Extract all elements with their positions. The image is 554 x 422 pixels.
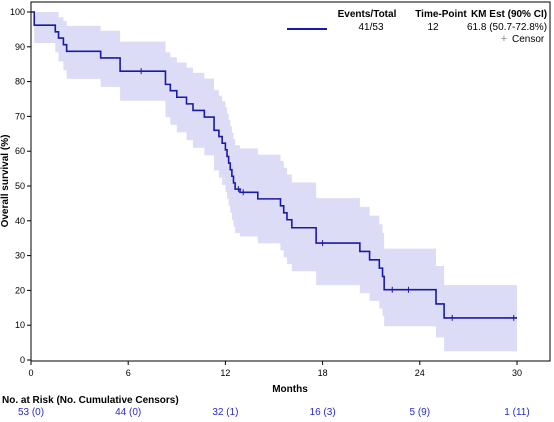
censor-mark xyxy=(319,240,326,247)
plot-frame xyxy=(30,1,551,362)
y-tick-label: 90 xyxy=(15,42,25,52)
risk-table-value: 1 (11) xyxy=(504,407,530,418)
y-axis-title: Overall survival (%) xyxy=(0,135,11,228)
y-tick-label: 70 xyxy=(15,111,25,121)
censor-mark xyxy=(240,189,247,196)
censor-mark xyxy=(510,314,517,321)
x-axis-ticks: 0 6 12 18 24 30 xyxy=(28,361,522,378)
y-axis-ticks: 0 10 20 30 40 50 60 70 80 90 100 xyxy=(10,7,31,365)
x-tick-label: 12 xyxy=(220,368,230,378)
risk-table-value: 16 (3) xyxy=(309,407,336,418)
y-tick-label: 80 xyxy=(15,77,25,87)
legend-header-events: Events/Total xyxy=(338,9,397,20)
legend-censor-icon: + xyxy=(501,33,507,45)
legend-events-value: 41/53 xyxy=(358,22,383,33)
censor-mark xyxy=(138,68,145,75)
censor-marks-layer xyxy=(138,68,517,321)
risk-table-value: 44 (0) xyxy=(115,407,142,418)
risk-table-value: 53 (0) xyxy=(17,407,45,418)
legend-header-timepoint: Time-Point xyxy=(415,9,467,20)
legend-km-value: 61.8 (50.7-72.8%) xyxy=(467,22,547,33)
censor-mark xyxy=(235,186,242,193)
legend-timepoint-value: 12 xyxy=(427,22,439,33)
x-tick-label: 0 xyxy=(28,368,33,378)
x-tick-label: 30 xyxy=(512,368,522,378)
y-tick-label: 40 xyxy=(15,216,25,226)
confidence-band xyxy=(31,12,517,352)
survival-line-layer xyxy=(31,11,517,319)
x-axis-title: Months xyxy=(272,384,308,395)
legend-censor-label: Censor xyxy=(512,34,545,45)
x-tick-label: 24 xyxy=(415,368,425,378)
legend-header-km: KM Est (90% CI) xyxy=(471,9,547,20)
censor-mark xyxy=(449,314,456,321)
y-tick-label: 50 xyxy=(15,181,25,191)
x-tick-label: 18 xyxy=(318,368,328,378)
y-tick-label: 0 xyxy=(20,355,25,365)
y-tick-label: 60 xyxy=(15,146,25,156)
x-tick-label: 6 xyxy=(126,368,131,378)
y-tick-label: 20 xyxy=(15,285,25,295)
confidence-band-layer xyxy=(31,12,517,352)
risk-table-value: 32 (1) xyxy=(212,407,239,418)
y-tick-label: 100 xyxy=(10,7,25,17)
risk-table-title: No. at Risk (No. Cumulative Censors) xyxy=(2,395,179,406)
survival-curve xyxy=(31,11,517,319)
y-tick-label: 10 xyxy=(15,320,25,330)
y-tick-label: 30 xyxy=(15,251,25,261)
legend: Events/Total Time-Point KM Est (90% CI) … xyxy=(287,9,547,45)
censor-mark xyxy=(389,286,396,293)
censor-mark xyxy=(405,286,412,293)
risk-table-value: 5 (9) xyxy=(409,407,431,418)
